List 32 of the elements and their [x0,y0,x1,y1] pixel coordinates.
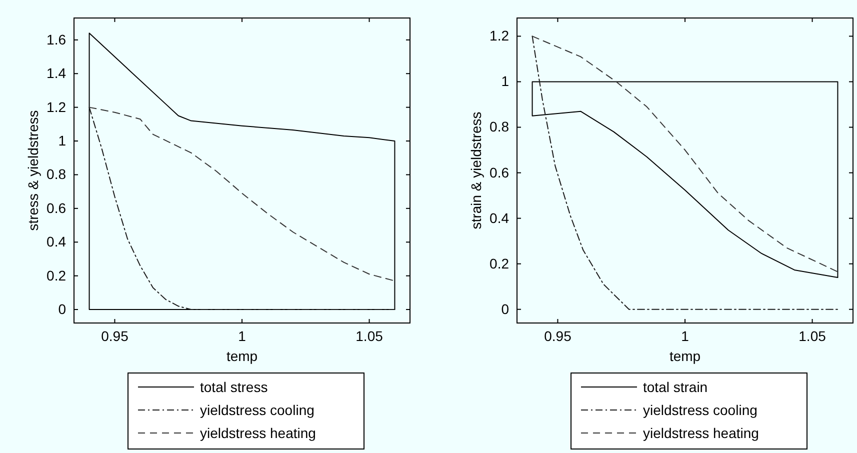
y-tick-label: 0.4 [46,234,66,250]
x-tick-label: 1.05 [798,328,826,344]
x-axis-title: temp [669,348,701,364]
legend-label: yieldstress cooling [200,402,314,418]
legend-label: yieldstress heating [200,424,316,441]
y-tick-label: 0.6 [46,200,66,216]
y-tick-label: 0.8 [46,166,66,182]
y-tick-label: 0.2 [490,255,510,272]
y-tick-label: 1 [501,73,510,90]
y-tick-label: 1.4 [46,65,66,82]
x-tick-label: 0.95 [101,328,129,344]
x-tick-label: 1 [238,328,246,344]
y-tick-label: 0 [501,300,510,317]
y-tick-label: 1.2 [46,98,66,115]
y-tick-label: 0.2 [46,267,66,284]
legend-label: total stress [200,378,268,395]
x-tick-label: 1.05 [356,328,384,344]
y-axis-title: strain & yieldstress [468,112,484,230]
x-tick-label: 1 [681,328,690,344]
y-axis-title: stress & yieldstress [25,110,41,231]
y-tick-label: 0.8 [490,118,510,135]
y-tick-label: 1.6 [46,31,66,48]
legend-label: total strain [643,378,708,395]
y-tick-label: 0.4 [490,210,510,226]
y-tick-label: 1.2 [490,28,510,44]
legend-label: yieldstress heating [643,424,759,441]
y-tick-label: 1 [58,132,66,148]
x-axis-title: temp [226,348,258,364]
legend-label: yieldstress cooling [643,402,758,418]
y-tick-label: 0 [58,301,66,317]
y-tick-label: 0.6 [490,164,510,180]
x-tick-label: 0.95 [544,328,572,344]
